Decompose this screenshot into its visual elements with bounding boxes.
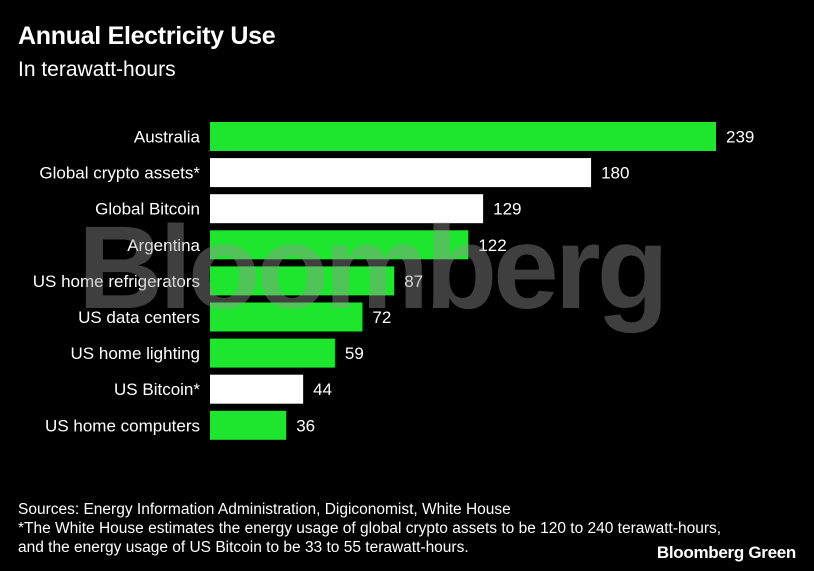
bar-2 [210, 194, 484, 224]
sources-text: Sources: Energy Information Administrati… [18, 501, 511, 518]
bar-chart: Australia 239 Global crypto assets* 180 Glob… [33, 122, 754, 440]
chart-footnote: Sources: Energy Information Administrati… [18, 500, 738, 557]
bar-1 [210, 158, 592, 188]
value-label: 72 [372, 308, 391, 327]
value-label: 59 [345, 344, 364, 363]
category-label: Global Bitcoin [95, 200, 200, 219]
bar-7 [210, 374, 304, 404]
value-label: 87 [404, 272, 423, 291]
bar-4 [210, 266, 395, 296]
bar-8 [210, 410, 287, 440]
category-label: Australia [134, 128, 201, 147]
bar-5 [210, 302, 363, 332]
bar-3 [210, 230, 469, 260]
category-label: US home computers [45, 416, 200, 435]
category-label: Argentina [127, 236, 200, 255]
value-label: 239 [726, 128, 754, 147]
value-label: 122 [478, 236, 506, 255]
bar-6 [210, 338, 335, 368]
category-label: US data centers [78, 308, 200, 327]
category-label: Global crypto assets* [39, 164, 200, 183]
bloomberg-green-logo: Bloomberg Green [656, 543, 796, 562]
category-label: US Bitcoin* [114, 380, 200, 399]
chart-title: Annual Electricity Use [18, 22, 276, 50]
category-label: US home refrigerators [33, 272, 200, 291]
value-label: 180 [601, 164, 629, 183]
value-label: 129 [493, 200, 521, 219]
bar-0 [210, 122, 716, 151]
chart-subtitle: In terawatt-hours [18, 58, 176, 81]
note-text: *The White House estimates the energy us… [18, 520, 722, 556]
category-label: US home lighting [71, 344, 200, 363]
value-label: 36 [296, 416, 315, 435]
value-label: 44 [313, 380, 332, 399]
